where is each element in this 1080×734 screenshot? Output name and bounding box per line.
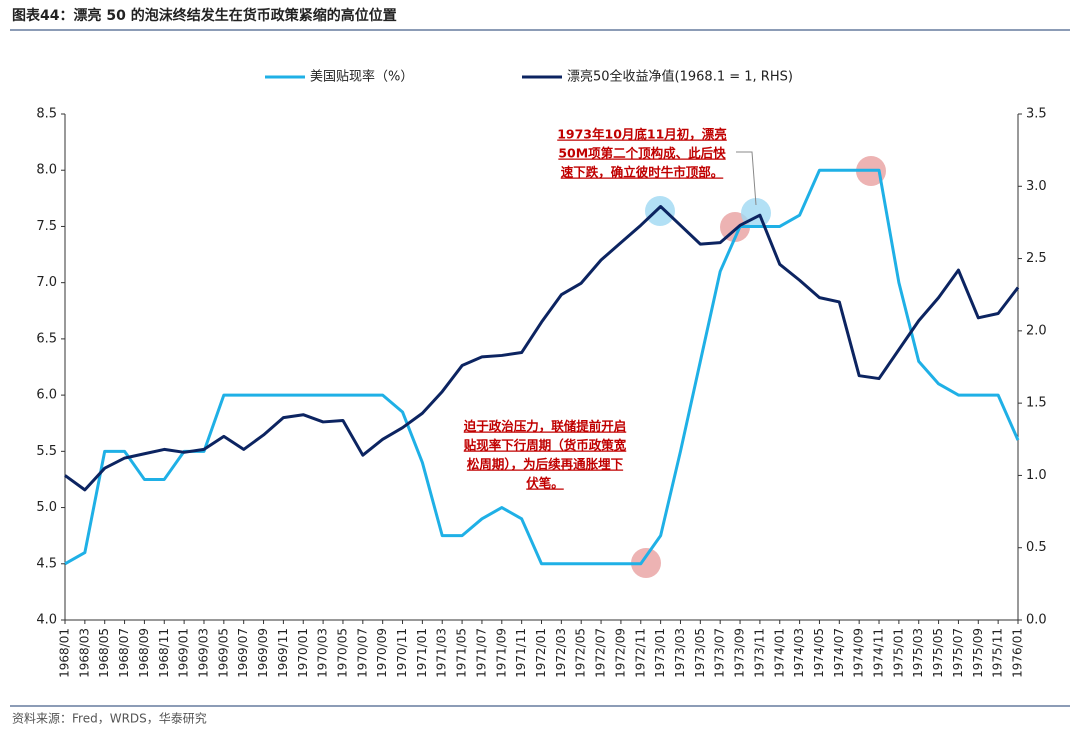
x-tick-label: 1970/03 bbox=[316, 628, 330, 678]
x-tick-label: 1975/05 bbox=[931, 628, 945, 678]
annotation: 贴现率下行周期（货币政策宽 bbox=[464, 438, 627, 453]
chart-title: 图表44：漂亮 50 的泡沫终结发生在货币政策紧缩的高位位置 bbox=[12, 7, 397, 24]
x-tick-label: 1975/01 bbox=[891, 628, 905, 678]
x-tick-label: 1970/07 bbox=[355, 628, 369, 678]
x-tick-label: 1968/07 bbox=[117, 628, 131, 678]
x-tick-label: 1973/11 bbox=[752, 628, 766, 678]
x-tick-label: 1972/01 bbox=[534, 628, 548, 678]
x-tick-label: 1974/09 bbox=[852, 628, 866, 678]
legend-label: 漂亮50全收益净值(1968.1 = 1, RHS) bbox=[567, 69, 793, 85]
x-tick-label: 1972/07 bbox=[594, 628, 608, 678]
annotation: 速下跌，确立彼时牛市顶部。 bbox=[561, 165, 724, 180]
x-tick-label: 1974/11 bbox=[872, 628, 886, 678]
yticks-label: 7.5 bbox=[36, 219, 57, 234]
series-line bbox=[64, 205, 1020, 492]
x-tick-label: 1968/05 bbox=[97, 628, 111, 678]
x-tick-label: 1972/09 bbox=[613, 628, 627, 678]
y2ticks-label: 1.0 bbox=[1026, 468, 1047, 483]
annotation: 松周期），为后续再通胀埋下 bbox=[467, 457, 624, 472]
x-tick-label: 1970/09 bbox=[375, 628, 389, 678]
x-tick-label: 1971/09 bbox=[494, 628, 508, 678]
yticks-label: 6.5 bbox=[36, 331, 57, 346]
x-tick-label: 1970/05 bbox=[335, 628, 349, 678]
x-tick-label: 1972/05 bbox=[574, 628, 588, 678]
yticks-label: 5.0 bbox=[36, 500, 57, 515]
x-tick-label: 1971/11 bbox=[514, 628, 528, 678]
x-tick-label: 1969/11 bbox=[276, 628, 290, 678]
yticks-label: 8.5 bbox=[36, 107, 57, 122]
x-tick-label: 1971/01 bbox=[415, 628, 429, 678]
x-tick-label: 1968/01 bbox=[58, 628, 72, 678]
x-tick-label: 1969/03 bbox=[196, 628, 210, 678]
yticks-label: 8.0 bbox=[36, 163, 57, 178]
x-tick-label: 1971/03 bbox=[435, 628, 449, 678]
x-tick-label: 1968/11 bbox=[157, 628, 171, 678]
x-tick-label: 1973/03 bbox=[673, 628, 687, 678]
x-tick-label: 1969/09 bbox=[256, 628, 270, 678]
y2ticks-label: 2.5 bbox=[1026, 251, 1047, 266]
x-tick-label: 1969/01 bbox=[177, 628, 191, 678]
x-tick-label: 1969/05 bbox=[216, 628, 230, 678]
yticks-label: 4.5 bbox=[36, 556, 57, 571]
source: 资料来源：Fred，WRDS，华泰研究 bbox=[12, 711, 207, 726]
x-tick-label: 1970/11 bbox=[395, 628, 409, 678]
x-tick-label: 1975/11 bbox=[991, 628, 1005, 678]
x-tick-label: 1975/07 bbox=[951, 628, 965, 678]
callout-line bbox=[736, 151, 757, 206]
annotation: 1973年10月底11月初，漂亮 bbox=[557, 127, 727, 142]
x-tick-label: 1970/01 bbox=[296, 628, 310, 678]
x-tick-label: 1972/11 bbox=[633, 628, 647, 678]
x-tick-label: 1973/09 bbox=[733, 628, 747, 678]
legend-label: 美国贴现率（%） bbox=[310, 69, 413, 85]
x-tick-label: 1973/05 bbox=[693, 628, 707, 678]
highlight bbox=[631, 548, 661, 578]
y2ticks-label: 0.5 bbox=[1026, 540, 1047, 555]
x-tick-label: 1973/01 bbox=[653, 628, 667, 678]
x-tick-label: 1969/07 bbox=[236, 628, 250, 678]
yticks-label: 4.0 bbox=[36, 613, 57, 628]
x-tick-label: 1968/09 bbox=[137, 628, 151, 678]
x-tick-label: 1976/01 bbox=[1011, 628, 1025, 678]
x-tick-label: 1974/07 bbox=[832, 628, 846, 678]
y2ticks-label: 2.0 bbox=[1026, 323, 1047, 338]
y2ticks-label: 3.5 bbox=[1026, 107, 1047, 122]
x-tick-label: 1974/03 bbox=[792, 628, 806, 678]
x-tick-label: 1975/03 bbox=[911, 628, 925, 678]
x-tick-label: 1971/07 bbox=[474, 628, 488, 678]
series-line bbox=[64, 168, 1020, 566]
y2ticks-label: 3.0 bbox=[1026, 179, 1047, 194]
x-tick-label: 1974/05 bbox=[812, 628, 826, 678]
highlight bbox=[645, 196, 675, 226]
x-tick-label: 1975/09 bbox=[971, 628, 985, 678]
x-tick-label: 1972/03 bbox=[554, 628, 568, 678]
annotation: 50M项第二个顶构成、此后快 bbox=[558, 146, 726, 161]
x-tick-label: 1974/01 bbox=[772, 628, 786, 678]
x-tick-label: 1973/07 bbox=[713, 628, 727, 678]
x-tick-label: 1971/05 bbox=[455, 628, 469, 678]
yticks-label: 7.0 bbox=[36, 275, 57, 290]
yticks-label: 5.5 bbox=[36, 444, 57, 459]
y2ticks-label: 0.0 bbox=[1026, 613, 1047, 628]
x-tick-label: 1968/03 bbox=[77, 628, 91, 678]
annotation: 伏笔。 bbox=[526, 476, 564, 491]
annotation: 迫于政治压力，联储提前开启 bbox=[463, 419, 627, 434]
y2ticks-label: 1.5 bbox=[1026, 396, 1047, 411]
yticks-label: 6.0 bbox=[36, 388, 57, 403]
